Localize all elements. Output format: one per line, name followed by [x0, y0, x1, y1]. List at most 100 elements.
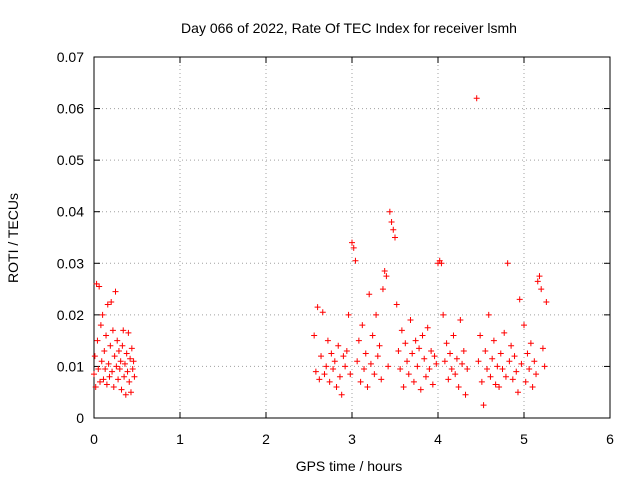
- data-point: [462, 391, 469, 398]
- data-point: [129, 366, 136, 373]
- data-point: [376, 342, 383, 349]
- data-point: [404, 358, 411, 365]
- data-point: [101, 347, 108, 354]
- data-point: [504, 260, 511, 267]
- data-point: [123, 350, 130, 357]
- y-tick-label: 0.06: [57, 101, 84, 117]
- data-point: [114, 337, 121, 344]
- data-point: [94, 337, 101, 344]
- data-point: [533, 371, 540, 378]
- data-point: [98, 358, 105, 365]
- data-point: [130, 358, 137, 365]
- data-point: [490, 337, 497, 344]
- data-point: [526, 366, 533, 373]
- data-point: [496, 384, 503, 391]
- data-point: [508, 342, 515, 349]
- data-point: [92, 384, 99, 391]
- data-point: [331, 358, 338, 365]
- data-point: [419, 332, 426, 339]
- data-point: [115, 376, 122, 383]
- data-point: [381, 268, 388, 275]
- data-point: [374, 353, 381, 360]
- data-point: [388, 219, 395, 226]
- data-point: [405, 371, 412, 378]
- data-point: [433, 360, 440, 367]
- grid-lines: [94, 57, 610, 418]
- data-point: [323, 363, 330, 370]
- data-point: [319, 309, 326, 316]
- data-point: [499, 366, 506, 373]
- x-tick-label: 6: [606, 431, 614, 447]
- data-point: [342, 363, 349, 370]
- data-point: [105, 360, 112, 367]
- data-point: [383, 273, 390, 280]
- data-point: [122, 391, 129, 398]
- data-point: [127, 355, 134, 362]
- data-point: [335, 342, 342, 349]
- y-tick-label: 0.01: [57, 358, 84, 374]
- data-point: [128, 345, 135, 352]
- data-point: [416, 345, 423, 352]
- data-points: [91, 95, 550, 409]
- data-point: [97, 322, 104, 329]
- data-point: [379, 286, 386, 293]
- data-point: [421, 355, 428, 362]
- data-point: [118, 386, 125, 393]
- data-point: [378, 376, 385, 383]
- x-tick-labels: 0 1 2 3 4 5 6: [90, 431, 614, 447]
- x-tick-label: 0: [90, 431, 98, 447]
- data-point: [343, 347, 350, 354]
- data-point: [347, 371, 354, 378]
- data-point: [541, 363, 548, 370]
- data-point: [473, 95, 480, 102]
- data-point: [328, 350, 335, 357]
- data-point: [120, 327, 127, 334]
- data-point: [109, 327, 116, 334]
- data-point: [426, 366, 433, 373]
- data-point: [522, 378, 529, 385]
- data-point: [494, 363, 501, 370]
- data-point: [386, 208, 393, 215]
- data-point: [487, 373, 494, 380]
- data-point: [102, 366, 109, 373]
- data-point: [119, 342, 126, 349]
- data-point: [354, 358, 361, 365]
- data-point: [321, 371, 328, 378]
- data-point: [373, 311, 380, 318]
- data-point: [536, 273, 543, 280]
- data-point: [311, 332, 318, 339]
- data-point: [126, 378, 133, 385]
- data-point: [366, 291, 373, 298]
- x-tick-label: 3: [348, 431, 356, 447]
- data-point: [124, 368, 131, 375]
- data-point: [326, 378, 333, 385]
- data-point: [113, 363, 120, 370]
- data-point: [477, 332, 484, 339]
- data-point: [362, 350, 369, 357]
- data-point: [464, 366, 471, 373]
- data-point: [316, 376, 323, 383]
- x-axis-label: GPS time / hours: [296, 458, 403, 474]
- x-tick-label: 1: [176, 431, 184, 447]
- data-point: [524, 350, 531, 357]
- data-point: [338, 391, 345, 398]
- data-point: [506, 358, 513, 365]
- data-point: [412, 337, 419, 344]
- data-point: [402, 340, 409, 347]
- data-point: [97, 378, 104, 385]
- data-point: [511, 353, 518, 360]
- data-point: [489, 355, 496, 362]
- data-point: [345, 311, 352, 318]
- data-point: [538, 286, 545, 293]
- data-point: [359, 322, 366, 329]
- data-point: [324, 337, 331, 344]
- data-point: [531, 358, 538, 365]
- data-point: [448, 366, 455, 373]
- data-point: [361, 366, 368, 373]
- y-tick-labels: 0 0.01 0.02 0.03 0.04 0.05 0.06 0.07: [57, 49, 84, 426]
- data-point: [518, 360, 525, 367]
- data-point: [422, 373, 429, 380]
- data-point: [103, 332, 110, 339]
- x-tick-label: 2: [262, 431, 270, 447]
